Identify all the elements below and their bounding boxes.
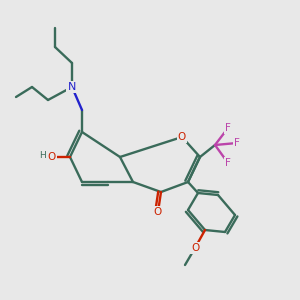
Text: O: O <box>48 152 56 162</box>
Text: F: F <box>225 123 231 133</box>
Text: O: O <box>191 243 199 253</box>
Text: O: O <box>154 207 162 217</box>
Text: F: F <box>234 138 240 148</box>
Text: F: F <box>225 158 231 168</box>
Text: H: H <box>39 152 45 160</box>
Text: N: N <box>68 82 76 92</box>
Text: O: O <box>178 132 186 142</box>
